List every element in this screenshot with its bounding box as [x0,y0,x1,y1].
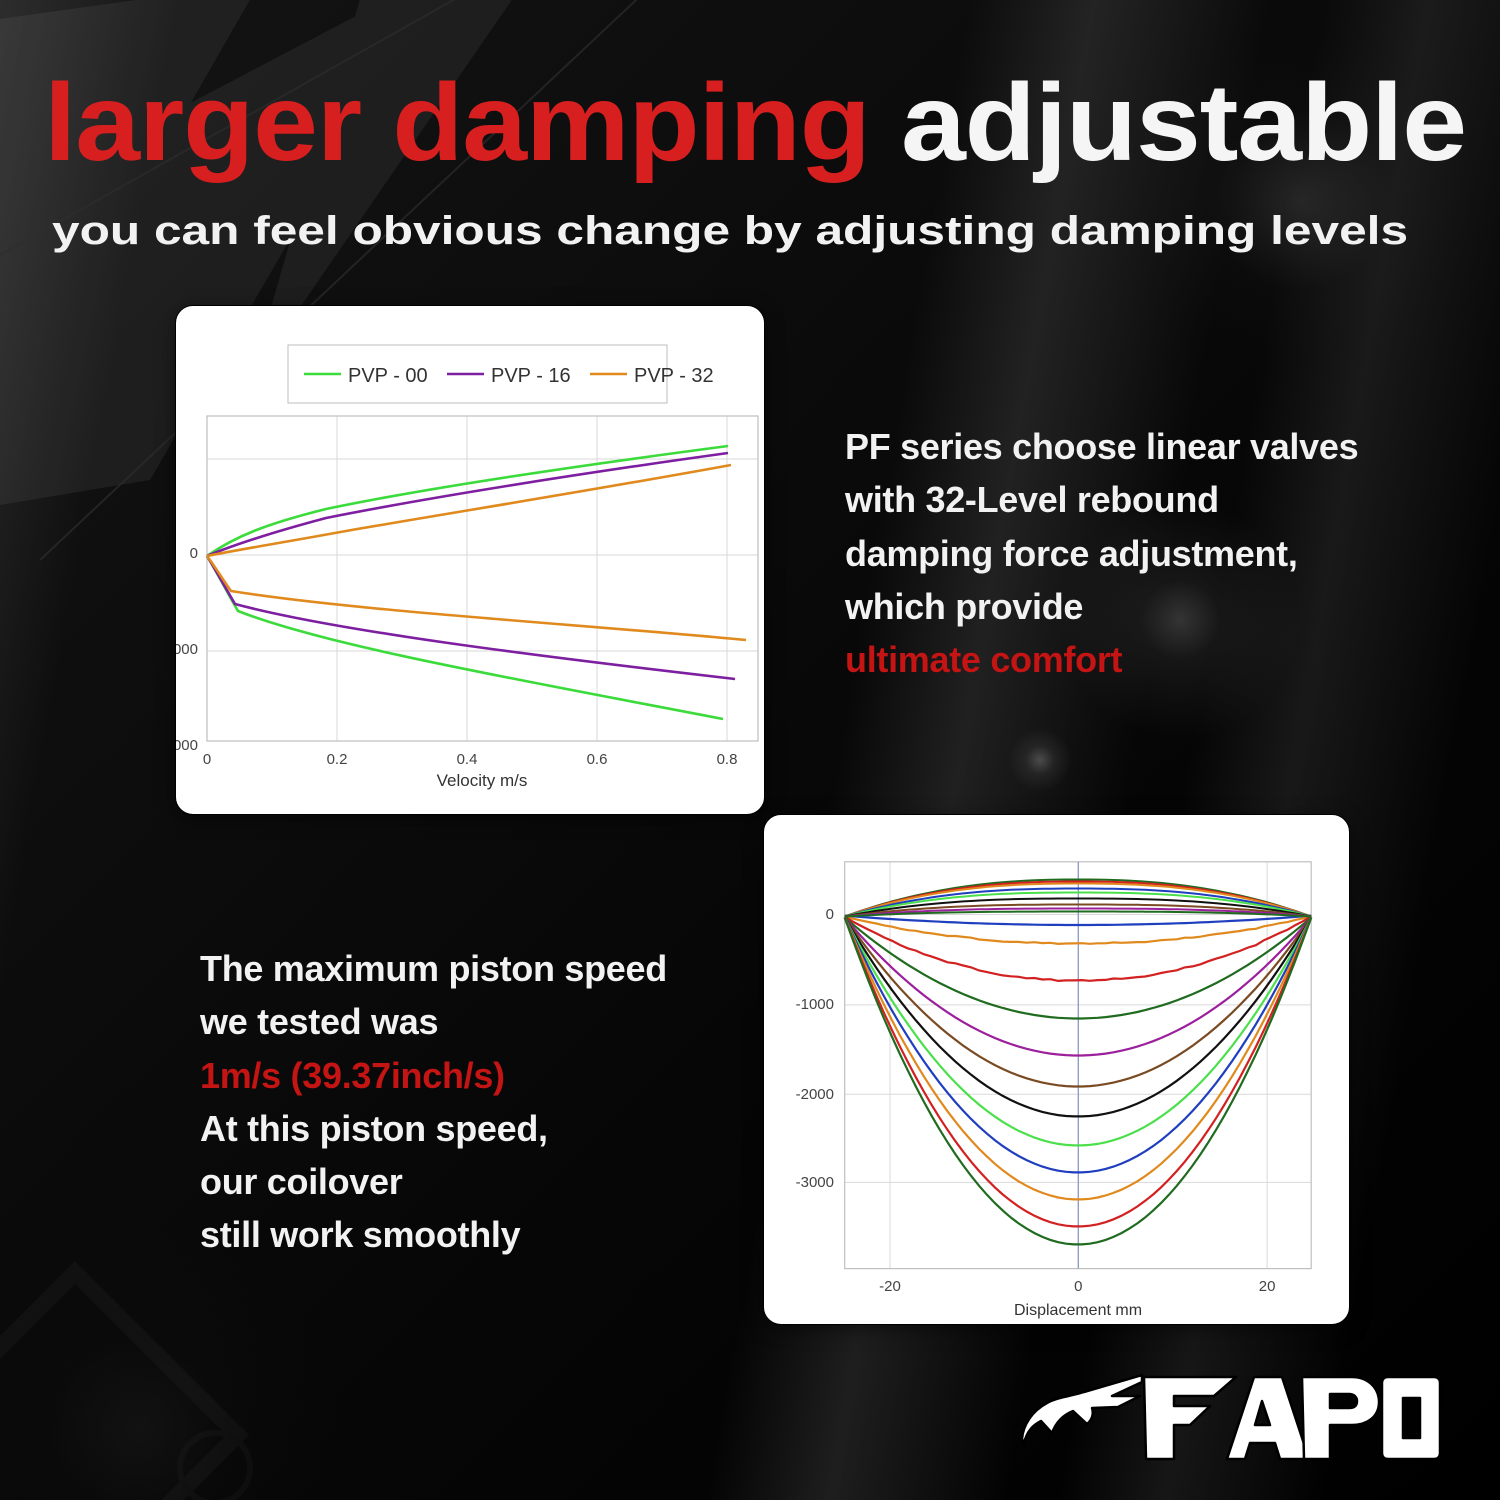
svg-text:0: 0 [826,906,834,923]
svg-text:0: 0 [190,545,198,562]
svg-text:-20: -20 [879,1278,901,1295]
svg-text:0.2: 0.2 [327,751,348,768]
svg-text:PVP - 16: PVP - 16 [491,365,571,387]
svg-text:-3000: -3000 [796,1174,834,1191]
svg-text:-1000: -1000 [796,996,834,1013]
svg-text:PVP - 32: PVP - 32 [634,365,714,387]
svg-text:0: 0 [203,751,211,768]
svg-text:0: 0 [1074,1278,1082,1295]
svg-text:-2000: -2000 [176,641,198,658]
svg-text:PVP - 00: PVP - 00 [348,365,428,387]
svg-text:-2000: -2000 [796,1086,834,1103]
svg-text:0.6: 0.6 [587,751,608,768]
svg-text:Displacement mm: Displacement mm [1014,1302,1142,1319]
svg-text:20: 20 [1259,1278,1276,1295]
svg-text:0.4: 0.4 [457,751,478,768]
svg-text:0.8: 0.8 [717,751,738,768]
svg-text:Velocity m/s: Velocity m/s [437,771,528,790]
svg-text:-4000: -4000 [176,737,198,754]
